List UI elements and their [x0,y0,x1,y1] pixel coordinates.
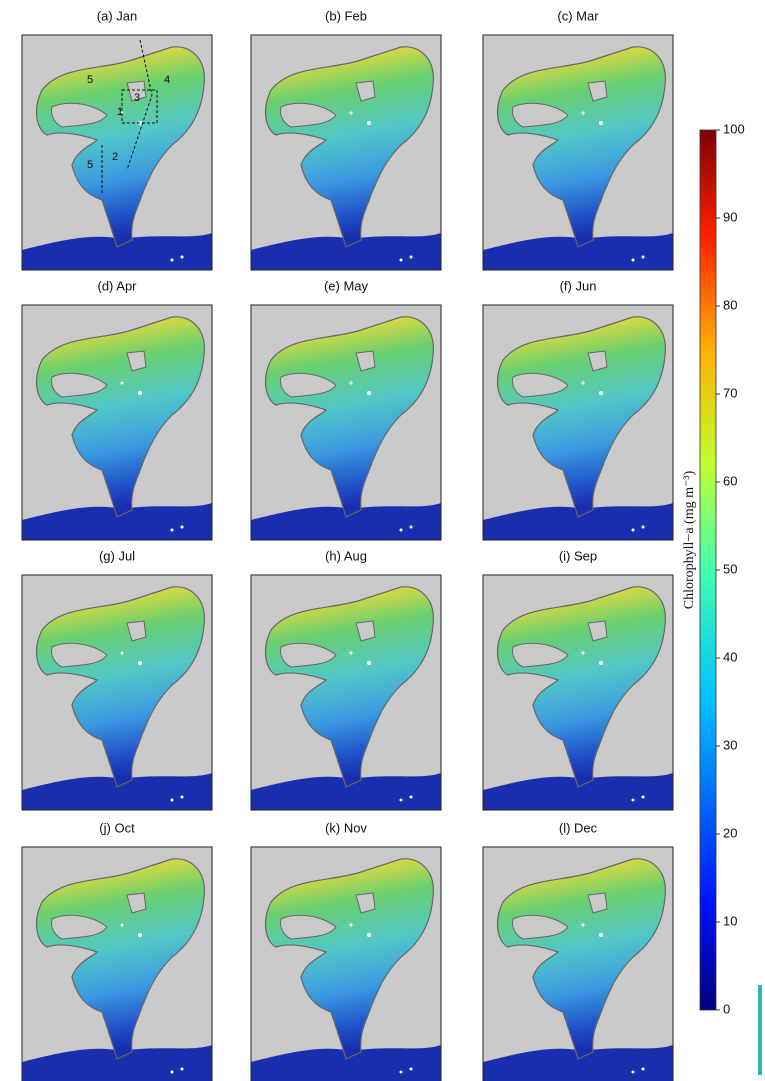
panel-title: (c) Mar [557,8,599,23]
map-frame [250,304,442,541]
panel-title: (f) Jun [560,278,597,293]
map [483,575,673,810]
map-frame [482,846,674,1081]
colorbar-tick-label: 40 [723,649,737,664]
panels: (a) Jan 5 4 31 2 5 (b) Feb (c) Mar (d) Apr (e) Ma… [21,8,674,1081]
panel-title: (g) Jul [99,548,135,563]
colorbar-label: Chlorophyll−a (mg m⁻³) [682,470,697,609]
map-frame [21,34,213,271]
map [251,847,441,1081]
map [22,305,212,540]
panel-title: (l) Dec [559,820,598,835]
colorbar-tick-label: 100 [723,121,745,136]
region-boundary [101,39,158,195]
map-frame [482,574,674,811]
map-frame [21,574,213,811]
colorbar-tick-label: 60 [723,473,737,488]
map-frame [21,846,213,1081]
map-frame [482,304,674,541]
panel-title: (b) Feb [325,8,367,23]
map [483,305,673,540]
region-label: 5 [87,74,93,86]
colorbar-tick-label: 80 [723,297,737,312]
map-frame [482,34,674,271]
panel-title: (k) Nov [325,820,367,835]
colorbar-tick-label: 70 [723,385,737,400]
scroll-indicator [758,985,762,1075]
colorbar-tick-label: 90 [723,209,737,224]
region-label: 5 [87,159,93,171]
map-frame [21,304,213,541]
colorbar [699,129,717,1011]
panel-title: (j) Oct [99,820,135,835]
map-frame [250,34,442,271]
region-label: 3 [134,92,140,104]
colorbar-tick-label: 30 [723,737,737,752]
colorbar-tick-label: 20 [723,825,737,840]
panel-title: (e) May [324,278,369,293]
colorbar-tick-label: 0 [723,1001,730,1016]
map [251,35,441,270]
region-label: 2 [112,151,118,163]
panel-title: (i) Sep [559,548,597,563]
map [22,847,212,1081]
map [483,847,673,1081]
panel-title: (h) Aug [325,548,367,563]
map [251,305,441,540]
map-frame [250,846,442,1081]
colorbar-tick-label: 50 [723,561,737,576]
panel-title: (d) Apr [97,278,137,293]
panel-title: (a) Jan [97,8,137,23]
map [251,575,441,810]
colorbar-tick-label: 10 [723,913,737,928]
map-frame [250,574,442,811]
map [483,35,673,270]
region-label: 4 [164,74,170,86]
region-label: 1 [117,106,123,118]
map [22,575,212,810]
